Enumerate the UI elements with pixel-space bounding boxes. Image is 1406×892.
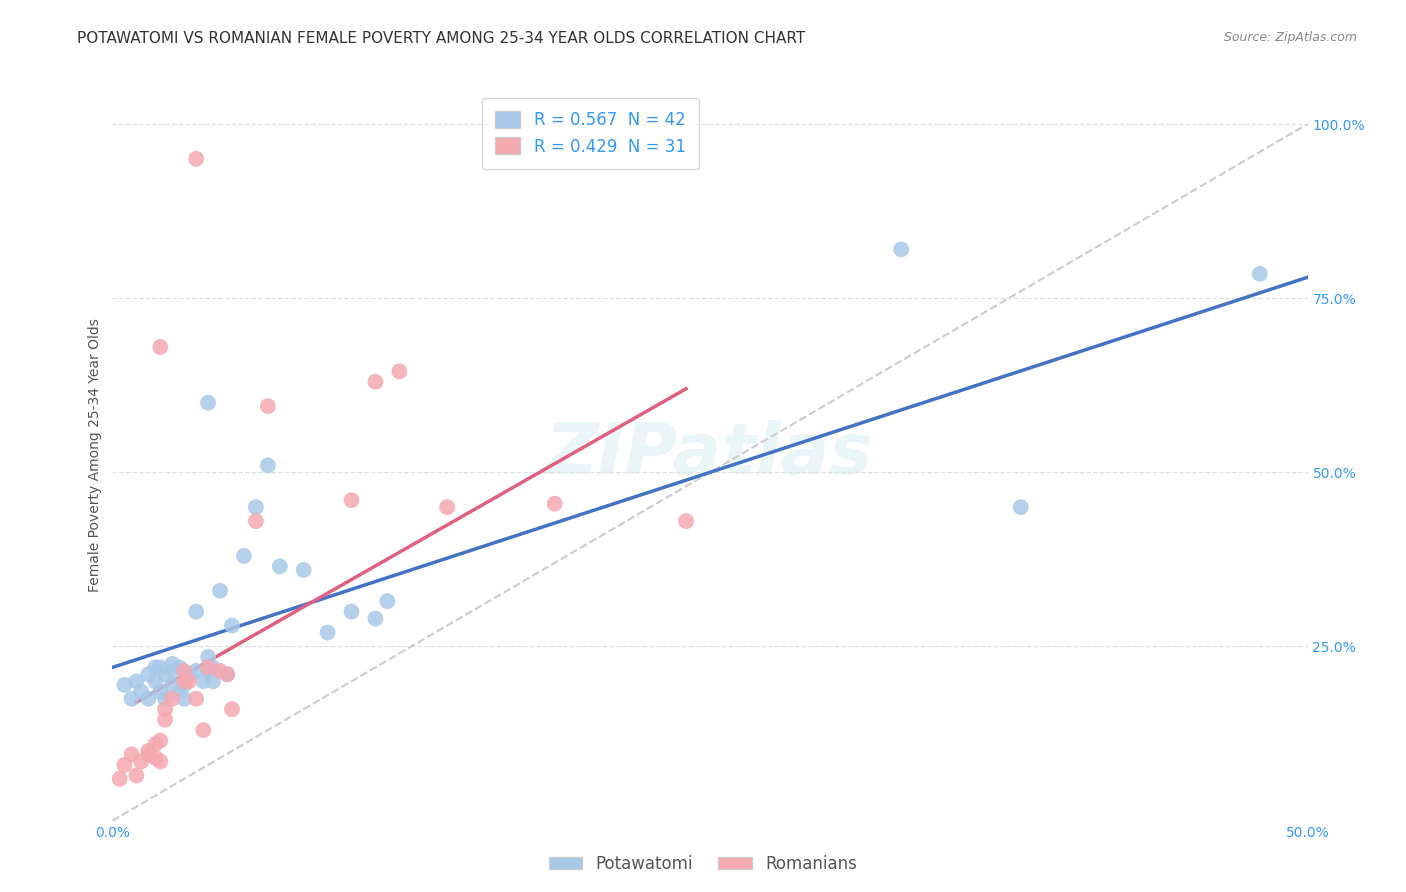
Point (197, 664, 219, 678)
Point (162, 678, 183, 692)
Point (138, 744, 160, 758)
Point (153, 702, 176, 716)
Point (162, 664, 183, 678)
Point (173, 678, 195, 692)
Point (269, 559, 291, 574)
Point (125, 674, 148, 689)
Point (201, 674, 224, 689)
Point (292, 563, 315, 577)
Point (149, 660, 172, 674)
Point (233, 549, 256, 563)
Point (364, 375, 387, 389)
Point (114, 678, 135, 692)
Point (145, 751, 167, 765)
Point (388, 364, 411, 378)
Point (173, 664, 195, 678)
Point (129, 685, 152, 699)
Text: POTAWATOMI VS ROMANIAN FEMALE POVERTY AMONG 25-34 YEAR OLDS CORRELATION CHART: POTAWATOMI VS ROMANIAN FEMALE POVERTY AM… (77, 31, 806, 46)
Point (675, 514, 697, 528)
Point (138, 691, 160, 706)
Point (340, 493, 363, 508)
Point (186, 664, 208, 678)
Point (153, 691, 176, 706)
Point (436, 500, 458, 515)
Point (186, 691, 208, 706)
Point (173, 674, 195, 689)
Point (197, 660, 219, 674)
Point (153, 667, 176, 681)
Point (377, 594, 399, 608)
Point (340, 605, 363, 619)
Point (121, 747, 143, 762)
Point (193, 723, 215, 737)
Text: ZIPatlas: ZIPatlas (547, 420, 873, 490)
Point (221, 618, 243, 632)
Point (114, 758, 135, 772)
Point (217, 667, 239, 681)
Point (209, 664, 232, 678)
Point (149, 340, 172, 354)
Point (217, 667, 239, 681)
Point (145, 660, 167, 674)
Point (197, 649, 219, 664)
Point (245, 500, 267, 515)
Point (153, 713, 176, 727)
Point (1249, 267, 1271, 281)
Point (221, 702, 243, 716)
Point (162, 691, 183, 706)
Legend: R = 0.567  N = 42, R = 0.429  N = 31: R = 0.567 N = 42, R = 0.429 N = 31 (482, 97, 699, 169)
Point (316, 625, 339, 640)
Point (149, 755, 172, 769)
Point (149, 685, 172, 699)
Point (257, 458, 280, 473)
Point (125, 768, 148, 782)
Point (197, 395, 219, 409)
Point (173, 691, 195, 706)
Point (177, 674, 200, 689)
Point (364, 612, 387, 626)
Point (209, 583, 232, 598)
Point (138, 667, 160, 681)
Point (121, 691, 143, 706)
Point (169, 685, 191, 699)
Point (186, 605, 208, 619)
Point (245, 514, 267, 528)
Y-axis label: Female Poverty Among 25-34 Year Olds: Female Poverty Among 25-34 Year Olds (89, 318, 103, 592)
Point (177, 667, 200, 681)
Point (543, 497, 565, 511)
Point (169, 660, 191, 674)
Point (138, 747, 160, 762)
Point (890, 243, 912, 257)
Point (149, 733, 172, 747)
Point (145, 737, 167, 751)
Point (257, 399, 280, 413)
Point (162, 657, 183, 671)
Point (129, 755, 152, 769)
Point (186, 152, 208, 166)
Text: Source: ZipAtlas.com: Source: ZipAtlas.com (1223, 31, 1357, 45)
Point (108, 772, 131, 786)
Point (145, 674, 167, 689)
Point (201, 660, 224, 674)
Legend: Potawatomi, Romanians: Potawatomi, Romanians (543, 848, 863, 880)
Point (1010, 500, 1032, 515)
Point (193, 674, 215, 689)
